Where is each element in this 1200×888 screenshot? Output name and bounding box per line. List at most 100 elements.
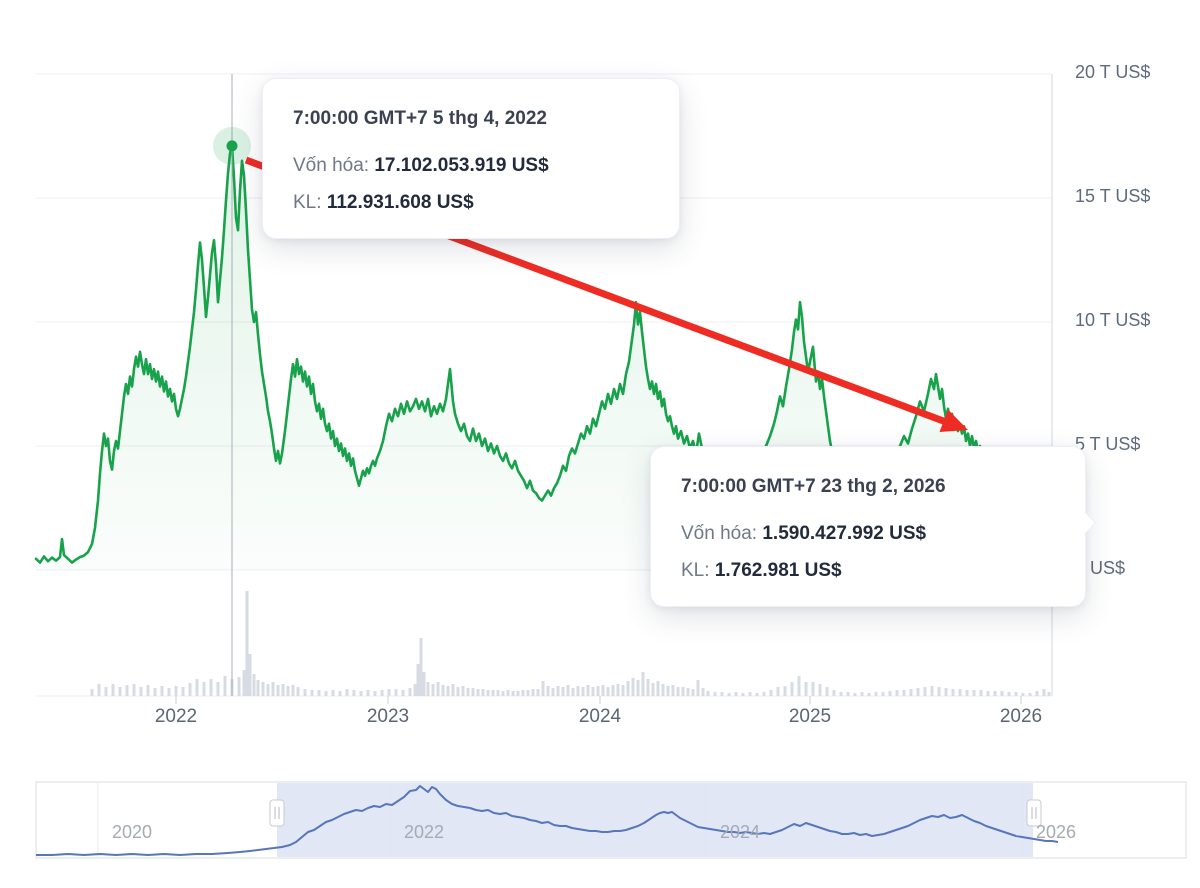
volume-bar	[581, 687, 585, 696]
volume-bar	[256, 680, 260, 696]
volume-bar	[276, 685, 280, 696]
volume-bar	[874, 692, 878, 696]
volume-bar	[139, 687, 143, 696]
volume-bar	[195, 679, 199, 696]
volume-bar	[797, 676, 801, 696]
volume-bar	[944, 688, 948, 696]
volume-value: 1.762.981 US$	[714, 560, 842, 581]
volume-bar	[666, 686, 670, 696]
x-axis-label-2022: 2022	[154, 706, 198, 727]
volume-bar	[734, 692, 738, 696]
volume-bar	[331, 690, 335, 696]
volume-bar	[909, 689, 913, 696]
volume-bar	[804, 682, 808, 696]
nav-label-2020: 2020	[111, 822, 153, 842]
volume-bar	[681, 687, 685, 696]
nav-label-2022: 2022	[403, 822, 445, 842]
volume-bar	[118, 687, 122, 696]
volume-label: KL:	[293, 192, 322, 213]
volume-bar	[596, 686, 600, 696]
volume-bar	[97, 684, 101, 696]
volume-bar	[506, 690, 510, 696]
tooltip-datetime: 7:00:00 GMT+7 23 thg 2, 2026	[681, 476, 946, 497]
tooltip-marketcap-row: Vốn hóa: 17.102.053.919 US$	[293, 155, 653, 177]
volume-bar	[359, 691, 363, 696]
volume-bar	[825, 687, 829, 696]
volume-bar	[491, 690, 495, 696]
volume-bar	[1042, 689, 1046, 696]
volume-bar	[601, 685, 605, 696]
volume-bar	[125, 685, 129, 696]
volume-bar	[153, 688, 157, 696]
volume-bar	[90, 689, 94, 696]
volume-bar	[1028, 693, 1032, 696]
volume-label: KL:	[681, 560, 710, 581]
volume-bar	[174, 686, 178, 696]
volume-bar	[223, 676, 227, 696]
volume-bar	[281, 684, 285, 696]
volume-bar	[501, 691, 505, 696]
volume-bar	[1021, 693, 1025, 696]
volume-bar	[701, 688, 705, 696]
volume-bar	[345, 689, 349, 696]
volume-bar	[769, 690, 773, 696]
volume-bar	[937, 687, 941, 696]
volume-bar	[461, 686, 465, 696]
volume-bar	[252, 674, 256, 696]
navigator-selection[interactable]	[277, 783, 1033, 857]
volume-bar	[261, 682, 265, 696]
volume-bar	[167, 688, 171, 696]
volume-bar	[419, 638, 423, 696]
red-arrow-head-icon	[939, 409, 968, 432]
volume-bar	[641, 672, 645, 696]
tooltip-2022-04-05: 7:00:00 GMT+7 5 thg 4, 2022 Vốn hóa: 17.…	[262, 78, 680, 239]
volume-bar	[661, 684, 665, 696]
volume-bar	[631, 678, 635, 696]
volume-bar	[923, 687, 927, 696]
navigator-handle-left[interactable]	[269, 799, 285, 827]
nav-label-2026: 2026	[1035, 822, 1077, 842]
volume-bar	[202, 682, 206, 696]
y-axis-label-15t: 15 T US$	[1075, 186, 1151, 206]
volume-bar	[526, 690, 530, 696]
volume-bar	[930, 686, 934, 696]
volume-bar	[713, 692, 717, 696]
volume-bar	[422, 672, 426, 696]
volume-bar	[352, 690, 356, 696]
volume-bar	[576, 686, 580, 696]
volume-bar	[706, 691, 710, 696]
navigator-handle-right[interactable]	[1026, 799, 1042, 827]
y-axis-label-10t: 10 T US$	[1075, 310, 1151, 330]
volume-bar	[160, 686, 164, 696]
volume-bar	[441, 685, 445, 696]
volume-bar	[181, 687, 185, 696]
volume-bar	[626, 681, 630, 696]
volume-bar	[586, 685, 590, 696]
volume-bar	[727, 693, 731, 696]
volume-bar	[790, 682, 794, 696]
volume-bar	[611, 685, 615, 696]
volume-bar	[291, 685, 295, 696]
volume-bar	[408, 688, 412, 696]
volume-bar	[853, 693, 857, 696]
volume-bar	[1047, 692, 1051, 696]
volume-bar	[188, 683, 192, 696]
volume-bar	[696, 680, 700, 696]
volume-bar	[556, 686, 560, 696]
volume-bar	[324, 691, 328, 696]
volume-bar	[456, 687, 460, 696]
volume-bar	[566, 685, 570, 696]
volume-bar	[846, 692, 850, 696]
tooltip-marketcap-row: Vốn hóa: 1.590.427.992 US$	[681, 523, 1059, 545]
volume-bar	[616, 684, 620, 696]
volume-bar	[979, 690, 983, 696]
volume-bar	[748, 692, 752, 696]
volume-bar	[902, 690, 906, 696]
volume-bar	[496, 690, 500, 696]
volume-bar	[531, 689, 535, 696]
volume-bar	[536, 689, 540, 696]
volume-bar	[1007, 692, 1011, 696]
volume-bar	[541, 681, 545, 696]
marketcap-value: 1.590.427.992 US$	[762, 523, 927, 544]
